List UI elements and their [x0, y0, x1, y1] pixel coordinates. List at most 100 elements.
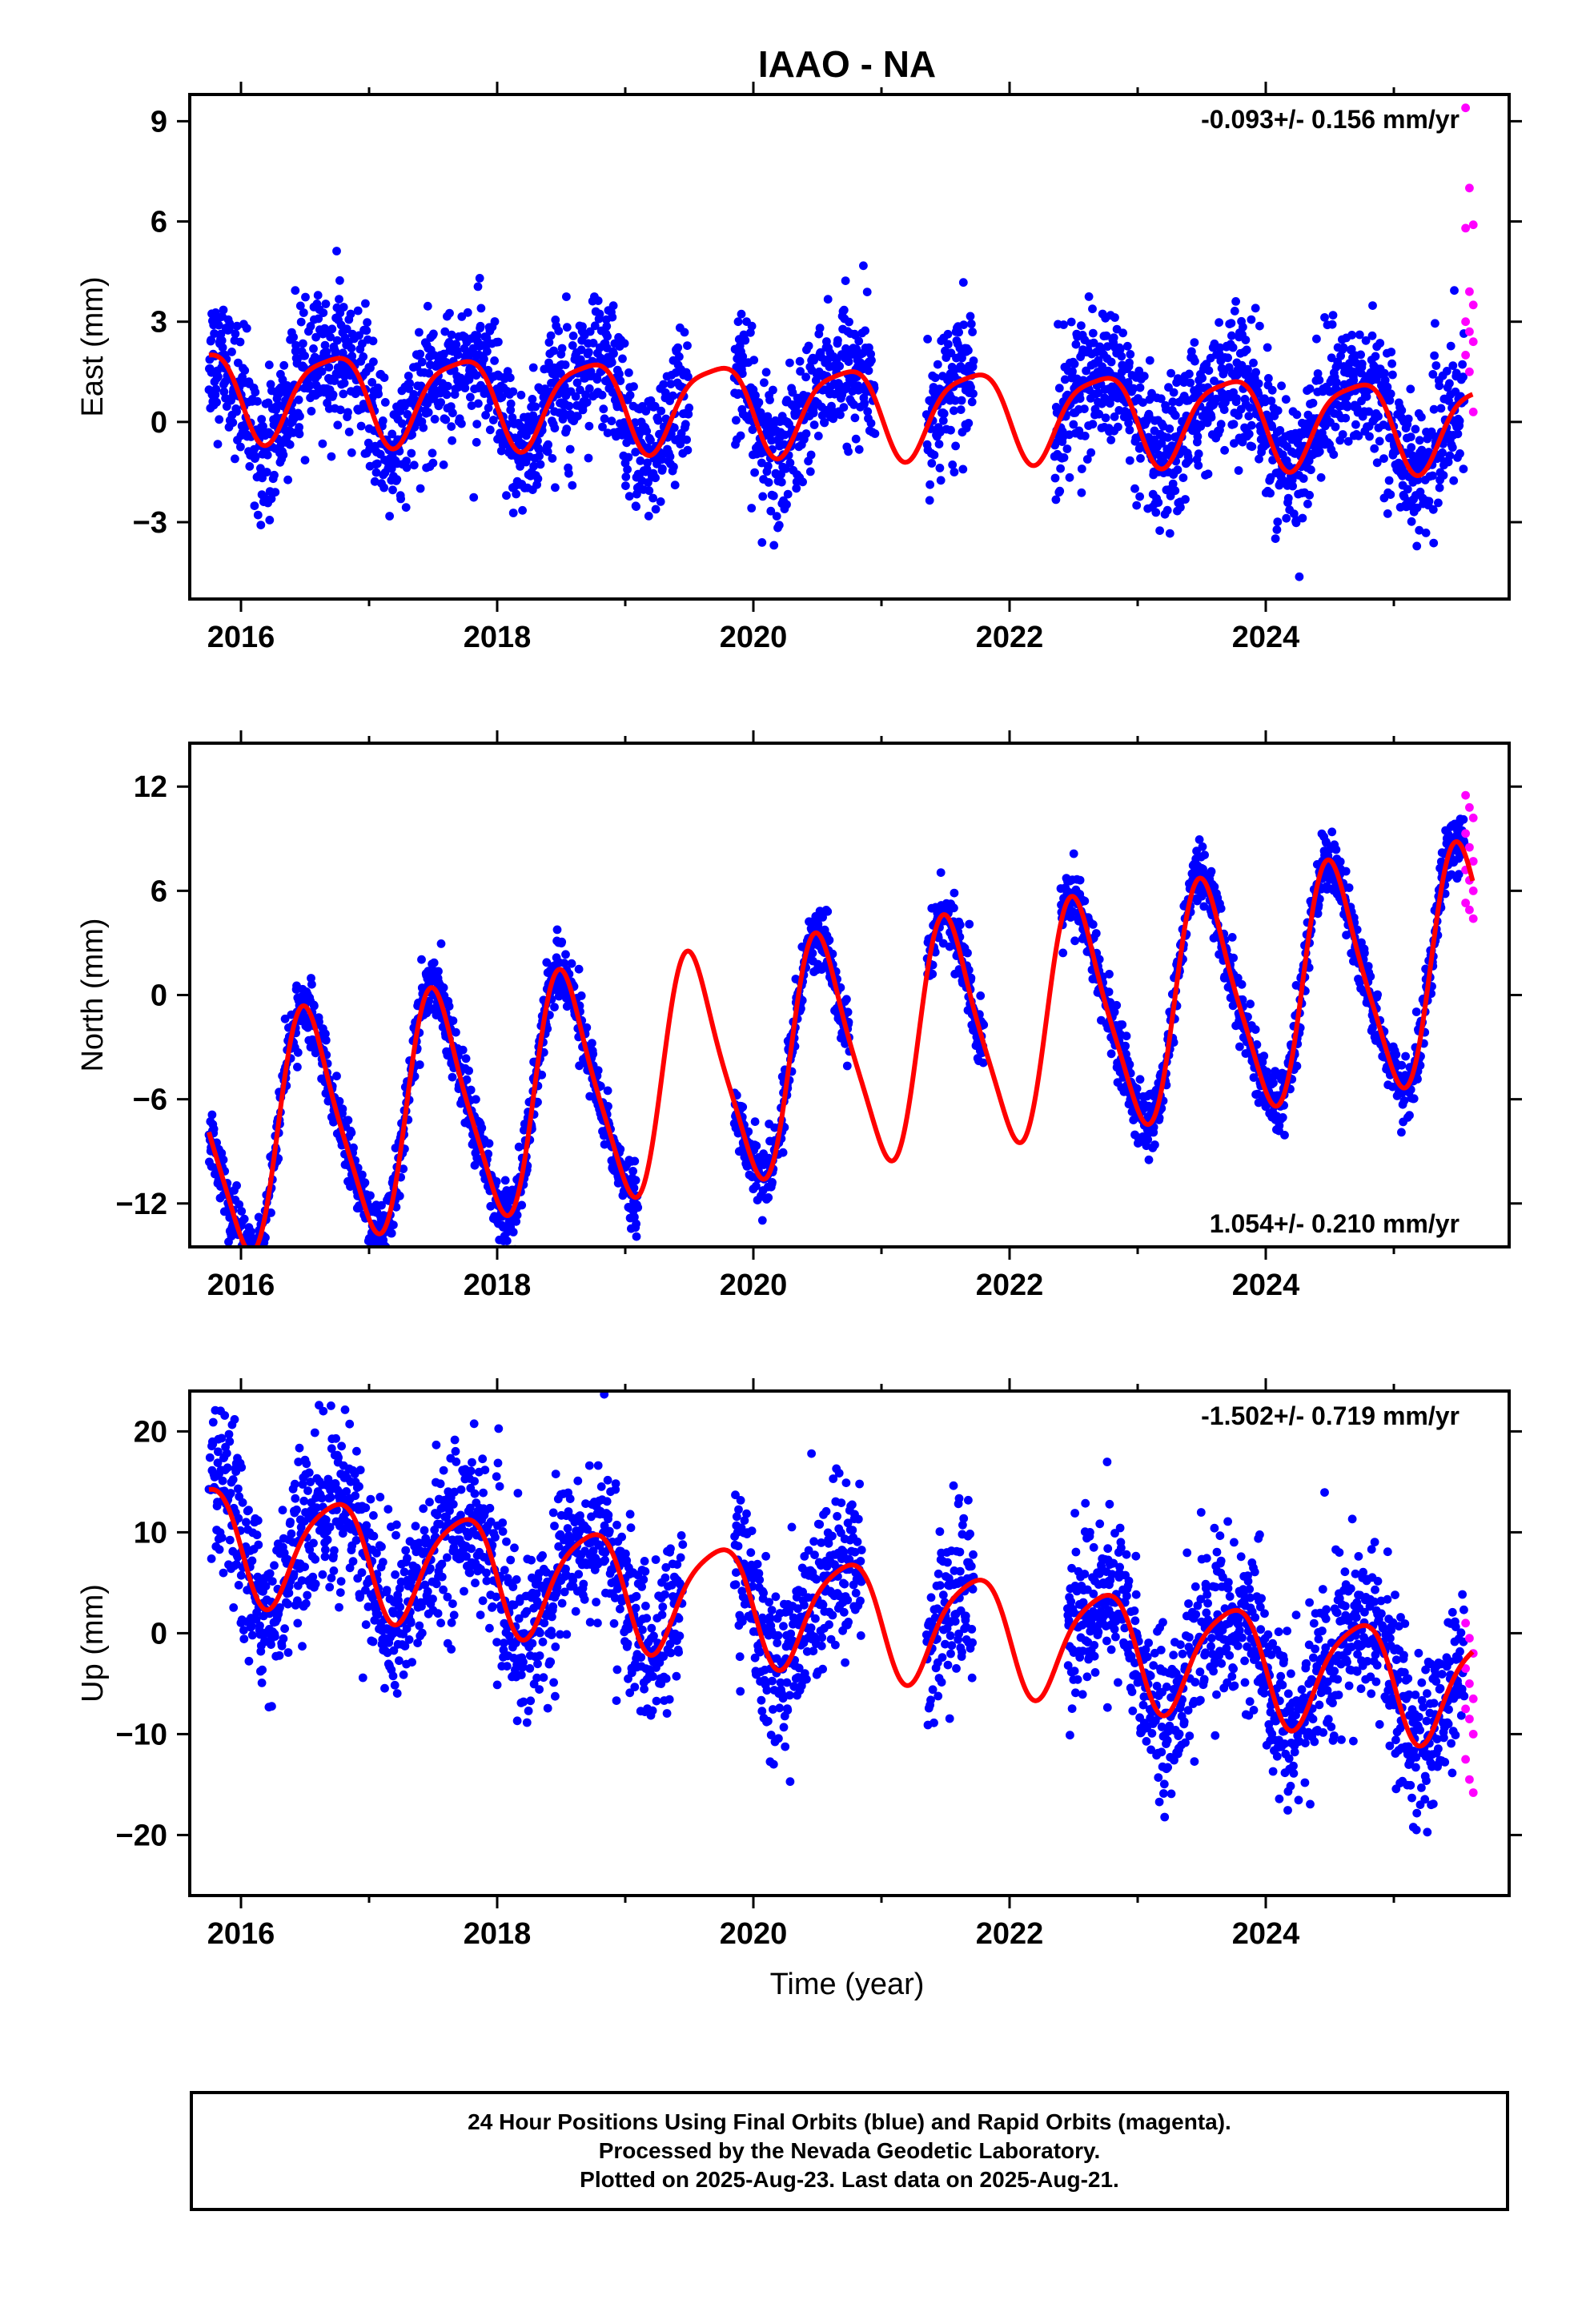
data-point: [1220, 445, 1229, 455]
data-point: [782, 500, 791, 509]
data-point: [1411, 424, 1420, 434]
data-point: [1465, 367, 1474, 376]
data-point: [615, 369, 624, 379]
data-point: [1278, 1113, 1287, 1122]
data-point: [544, 440, 552, 449]
data-point: [217, 336, 227, 345]
data-point: [964, 419, 974, 428]
data-point: [866, 349, 875, 359]
data-point: [339, 303, 348, 312]
data-point: [1198, 373, 1207, 383]
data-point: [597, 390, 607, 400]
data-point: [1080, 432, 1090, 440]
data-point: [1075, 875, 1085, 885]
data-point: [262, 468, 271, 476]
data-point: [235, 337, 245, 347]
data-point: [429, 329, 438, 339]
data-point: [643, 458, 652, 468]
data-point: [1216, 904, 1226, 913]
data-point: [839, 305, 849, 315]
data-point: [550, 424, 560, 432]
data-point: [1343, 436, 1353, 446]
data-point: [1241, 336, 1251, 344]
data-point: [651, 473, 660, 483]
data-point: [1106, 1049, 1116, 1059]
data-point: [264, 360, 274, 370]
data-point: [930, 450, 939, 460]
data-point: [607, 358, 616, 367]
data-point: [1368, 301, 1377, 310]
data-point: [374, 389, 383, 399]
data-point: [938, 416, 948, 425]
data-point: [1356, 350, 1365, 360]
data-point: [295, 412, 304, 421]
data-point: [568, 332, 578, 340]
data-point: [1397, 406, 1407, 415]
data-point: [267, 1208, 275, 1217]
data-point: [296, 317, 306, 327]
data-point: [1266, 489, 1275, 498]
data-point: [963, 948, 972, 958]
data-point: [644, 512, 653, 521]
data-point: [574, 964, 584, 974]
data-point: [1417, 412, 1426, 422]
data-point: [318, 439, 327, 448]
data-point: [496, 428, 504, 438]
x-tick-label: 2020: [720, 621, 788, 654]
data-point: [492, 1177, 501, 1186]
data-point: [1282, 513, 1291, 523]
data-point: [1132, 501, 1142, 510]
data-point: [1211, 394, 1221, 404]
data-point: [307, 979, 316, 989]
data-point: [576, 355, 585, 364]
data-point: [528, 395, 537, 404]
data-point: [620, 339, 629, 348]
data-point: [402, 463, 412, 472]
data-point: [1110, 313, 1119, 322]
data-point: [618, 354, 627, 364]
data-point: [1170, 411, 1180, 420]
data-point: [242, 324, 251, 333]
data-point: [448, 408, 457, 418]
data-point: [407, 448, 416, 458]
data-point: [825, 935, 834, 945]
data-point: [339, 389, 348, 399]
data-point: [1264, 374, 1273, 383]
data-point: [213, 440, 223, 448]
data-point: [1431, 361, 1441, 370]
data-point: [1315, 376, 1324, 385]
data-point: [544, 338, 554, 347]
data-point: [788, 388, 797, 397]
data-point: [560, 360, 570, 369]
data-point: [665, 452, 675, 461]
data-point: [1424, 497, 1434, 506]
data-point: [750, 468, 759, 477]
data-point: [1118, 328, 1127, 338]
data-point: [251, 452, 260, 461]
data-point: [683, 445, 693, 455]
data-point: [1277, 381, 1286, 391]
data-point: [602, 322, 612, 331]
data-point: [473, 282, 483, 292]
data-point: [1122, 341, 1132, 351]
data-point: [1223, 353, 1232, 363]
data-point: [335, 405, 345, 415]
data-point: [1156, 394, 1166, 404]
data-point: [429, 958, 439, 967]
data-point: [1415, 436, 1424, 445]
data-point: [1375, 339, 1385, 348]
data-point: [757, 538, 767, 547]
data-point: [935, 464, 945, 472]
data-point: [1428, 471, 1437, 480]
data-point: [1069, 420, 1078, 429]
data-point: [836, 410, 845, 420]
data-point: [1165, 424, 1174, 433]
data-point: [502, 491, 511, 501]
data-point: [936, 868, 946, 877]
data-point: [1267, 396, 1276, 405]
data-point: [930, 373, 940, 383]
data-point: [267, 494, 276, 504]
data-point: [210, 329, 219, 338]
data-point: [685, 403, 694, 412]
data-point: [765, 396, 774, 404]
